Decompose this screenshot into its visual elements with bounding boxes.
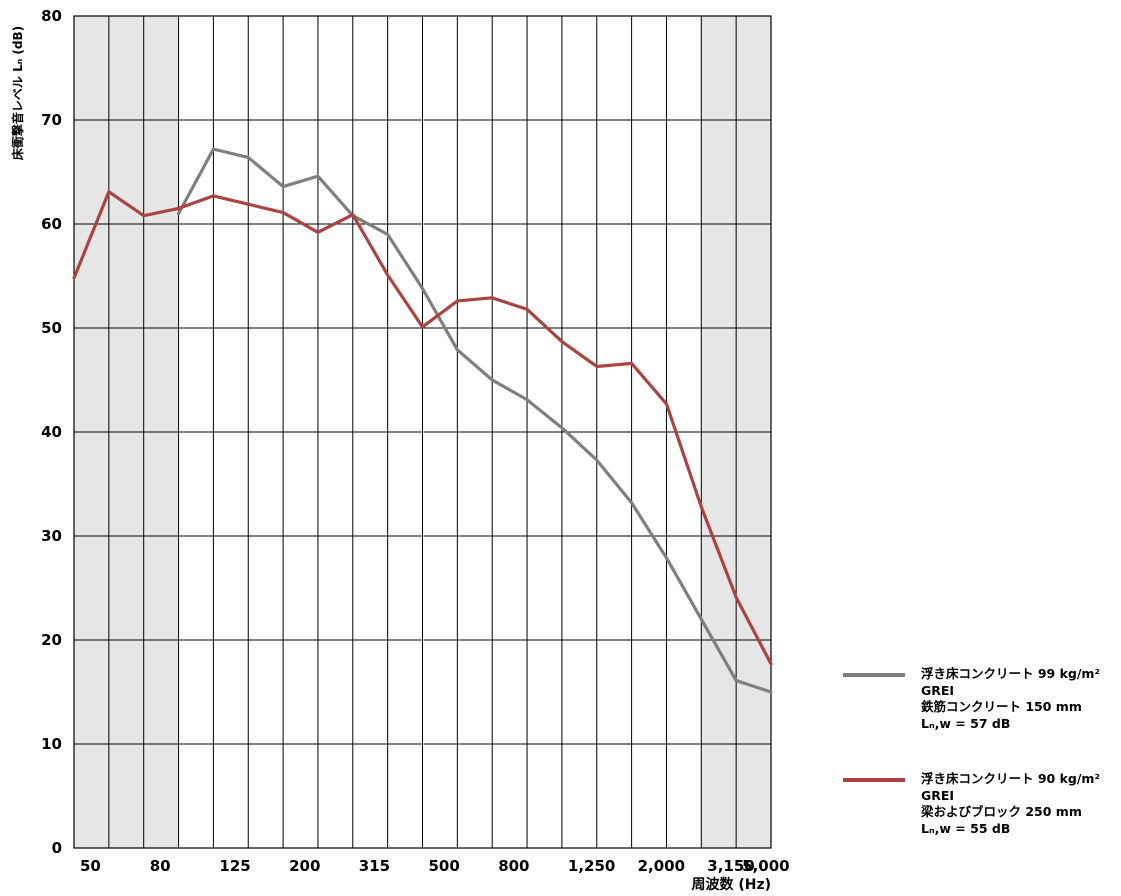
legend: 浮き床コンクリート 90 kg/m² GREI 梁およびブロック 250 mm … — [843, 771, 1113, 841]
legend-line: 浮き床コンクリート 99 kg/m² — [921, 666, 1100, 681]
legend-entry-red: 浮き床コンクリート 90 kg/m² GREI 梁およびブロック 250 mm … — [921, 771, 1100, 837]
legend-entry-gray: 浮き床コンクリート 99 kg/m² GREI 鉄筋コンクリート 150 mm … — [921, 666, 1100, 732]
y-tick-label: 0 — [52, 839, 62, 857]
data-series — [72, 147, 773, 694]
legend-line: GREI — [921, 682, 955, 698]
legend-line: 梁およびブロック 250 mm — [921, 804, 1082, 819]
legend-line: 鉄筋コンクリート 150 mm — [921, 699, 1082, 714]
y-tick-label: 10 — [41, 735, 62, 753]
y-tick-label: 20 — [41, 631, 62, 649]
legend-line: Lₙ,w = 55 dB — [921, 820, 1011, 836]
x-tick-label: 5,000 — [742, 857, 789, 875]
x-tick-label: 125 — [219, 857, 250, 875]
series-line-1 — [72, 190, 773, 666]
x-tick-label: 800 — [498, 857, 529, 875]
legend-swatch-red — [843, 778, 905, 782]
x-tick-label: 80 — [150, 857, 171, 875]
x-tick-label: 3,150 — [707, 857, 754, 875]
x-tick-label: 500 — [429, 857, 460, 875]
y-tick-label: 80 — [41, 7, 62, 25]
y-tick-label: 30 — [41, 527, 62, 545]
y-tick-label: 70 — [41, 111, 62, 129]
y-tick-label: 50 — [41, 319, 62, 337]
y-tick-label: 60 — [41, 215, 62, 233]
plot-frame — [73, 15, 772, 849]
legend-line: 浮き床コンクリート 90 kg/m² — [921, 771, 1100, 786]
x-tick-label: 50 — [80, 857, 101, 875]
x-axis-label: 周波数 (Hz) — [691, 876, 771, 893]
legend-line: GREI — [921, 787, 955, 803]
legend-line: Lₙ,w = 57 dB — [921, 715, 1011, 731]
chart-grid — [73, 15, 772, 849]
legend-swatch-gray — [843, 673, 905, 677]
x-tick-label: 200 — [289, 857, 320, 875]
x-tick-label: 1,250 — [568, 857, 615, 875]
y-tick-label: 40 — [41, 423, 62, 441]
y-tick-labels: 0 10 20 30 40 50 60 70 80 — [41, 7, 62, 857]
x-tick-label: 2,000 — [638, 857, 685, 875]
legend: 浮き床コンクリート 99 kg/m² GREI 鉄筋コンクリート 150 mm … — [843, 666, 1113, 736]
x-tick-label: 315 — [359, 857, 390, 875]
y-axis-label: 床衝撃音レベル Lₙ (dB) — [10, 26, 25, 160]
series-line-0 — [176, 147, 773, 694]
plot-border — [73, 15, 772, 849]
